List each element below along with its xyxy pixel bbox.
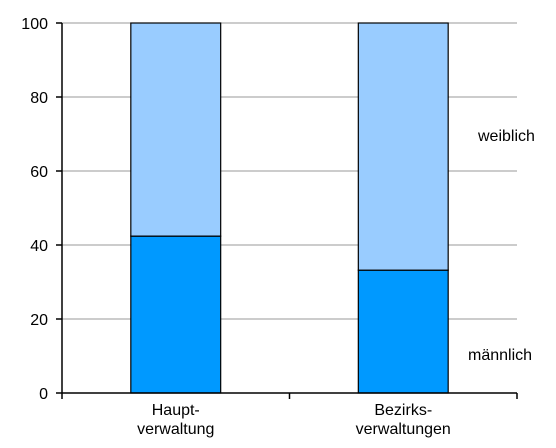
bar-segment — [357, 22, 449, 271]
bar-segment — [130, 22, 222, 237]
bar-segment — [357, 269, 449, 394]
y-tick-label: 0 — [39, 386, 48, 403]
x-tick-label: Bezirks-verwaltungen — [356, 402, 451, 438]
legend-label: männlich — [468, 347, 532, 364]
y-tick-label: 80 — [30, 90, 48, 107]
y-tick-label: 20 — [30, 312, 48, 329]
y-tick-label: 100 — [21, 16, 48, 33]
bar-segment — [130, 235, 222, 394]
x-tick-label: Haupt-verwaltung — [137, 402, 214, 438]
y-tick-label: 60 — [30, 164, 48, 181]
y-tick-label: 40 — [30, 238, 48, 255]
legend-label: weiblich — [477, 128, 535, 145]
